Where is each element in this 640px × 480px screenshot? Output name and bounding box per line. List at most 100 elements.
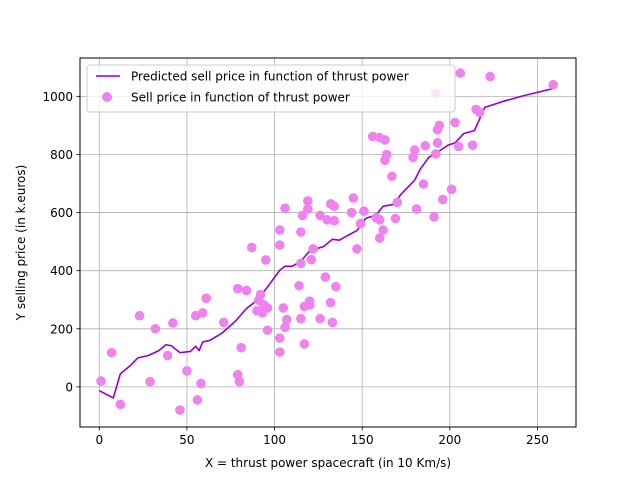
- scatter-point: [331, 281, 341, 292]
- scatter-point: [315, 210, 325, 221]
- scatter-point: [296, 227, 306, 237]
- scatter-point: [434, 120, 445, 131]
- scatter-point: [374, 215, 385, 225]
- scatter-point: [320, 272, 331, 282]
- scatter-point: [430, 149, 441, 159]
- scatter-point: [446, 184, 457, 195]
- scatter-point: [304, 300, 315, 310]
- scatter-point: [308, 244, 318, 254]
- scatter-point: [387, 171, 397, 182]
- y-tick-label: 800: [50, 148, 73, 162]
- scatter-point: [438, 194, 448, 205]
- x-tick-label: 100: [263, 433, 286, 447]
- x-tick-label: 150: [351, 433, 374, 447]
- legend-label-predicted: Predicted sell price in function of thru…: [131, 70, 409, 84]
- scatter-point: [429, 212, 439, 222]
- axis-ticks: 0 50 100 150 200 250 0 200 400 600 800 1000: [42, 90, 548, 447]
- y-axis-label: Y selling price (in k.euros): [14, 165, 28, 322]
- scatter-point: [467, 140, 478, 150]
- y-tick-label: 400: [50, 264, 73, 278]
- scatter-point: [182, 366, 192, 376]
- series-layer: [96, 68, 559, 415]
- legend-marker-swatch: [102, 92, 112, 102]
- scatter-point: [474, 107, 485, 118]
- scatter-point: [197, 308, 208, 318]
- scatter-point: [418, 179, 429, 189]
- scatter-point: [327, 317, 338, 328]
- scatter-point: [548, 79, 559, 90]
- scatter-point: [175, 405, 185, 415]
- scatter-point: [392, 197, 403, 208]
- x-tick-label: 200: [438, 433, 461, 447]
- y-tick-label: 600: [50, 206, 73, 220]
- y-tick-label: 1000: [42, 90, 73, 104]
- scatter-point: [381, 149, 392, 160]
- scatter-point: [168, 318, 178, 328]
- scatter-point: [453, 141, 464, 152]
- x-tick-label: 250: [526, 433, 549, 447]
- scatter-point: [278, 303, 289, 313]
- y-tick-label: 200: [50, 322, 73, 336]
- scatter-point: [196, 378, 206, 389]
- scatter-point: [236, 342, 247, 353]
- scatter-point: [485, 71, 495, 82]
- scatter-point: [262, 303, 273, 313]
- scatter-point: [374, 233, 385, 243]
- scatter-point: [201, 293, 211, 304]
- scatter-point: [96, 376, 106, 386]
- scatter-point: [346, 207, 357, 218]
- scatter-point: [275, 240, 285, 250]
- scatter-point: [150, 323, 161, 334]
- scatter-point: [359, 206, 369, 216]
- plot-frame: [79, 57, 577, 428]
- scatter-point: [408, 152, 418, 163]
- legend-box: [86, 64, 456, 113]
- scatter-point: [294, 280, 304, 291]
- legend: Predicted sell price in function of thru…: [86, 64, 456, 113]
- scatter-point: [390, 213, 401, 224]
- scatter-point: [432, 138, 443, 148]
- scatter-point: [275, 225, 285, 235]
- scatter-point: [115, 399, 126, 410]
- scatter-point: [352, 244, 362, 254]
- x-tick-label: 0: [95, 433, 103, 447]
- scatter-point: [348, 193, 359, 203]
- y-tick-label: 0: [65, 380, 73, 394]
- scatter-point: [380, 135, 390, 145]
- predicted-price-line: [98, 87, 554, 399]
- scatter-point: [303, 204, 313, 214]
- scatter-point: [218, 317, 229, 328]
- scatter-point: [420, 140, 431, 151]
- scatter-point: [162, 350, 173, 361]
- scatter-point: [246, 242, 257, 253]
- scatter-point: [192, 395, 203, 405]
- scatter-point: [322, 215, 332, 225]
- scatter-point: [106, 347, 117, 358]
- scatter-point: [280, 203, 290, 214]
- scatter-point: [455, 68, 466, 78]
- scatter-point: [306, 254, 317, 265]
- scatter-point: [303, 196, 313, 206]
- legend-label-observed: Sell price in function of thrust power: [131, 91, 350, 105]
- scatter-point: [262, 325, 273, 336]
- scatter-point: [282, 314, 292, 325]
- scatter-point: [411, 204, 422, 214]
- scatter-point: [450, 117, 460, 128]
- scatter-point: [241, 285, 252, 296]
- scatter-point: [325, 297, 336, 308]
- scatter-point: [299, 339, 310, 349]
- scatter-point: [329, 201, 339, 211]
- scatter-point: [409, 145, 420, 155]
- scatter-point: [297, 210, 308, 221]
- scatter-point: [296, 258, 306, 269]
- scatter-point: [355, 218, 366, 229]
- scatter-point: [378, 225, 389, 235]
- scatter-point: [275, 347, 285, 357]
- x-axis-label: X = thrust power spacecraft (in 10 Km/s): [205, 456, 451, 470]
- scatter-point: [329, 215, 339, 226]
- scatter-point: [296, 313, 306, 324]
- scatter-point: [275, 333, 285, 343]
- scatter-point: [280, 322, 290, 333]
- scatter-point: [255, 289, 266, 300]
